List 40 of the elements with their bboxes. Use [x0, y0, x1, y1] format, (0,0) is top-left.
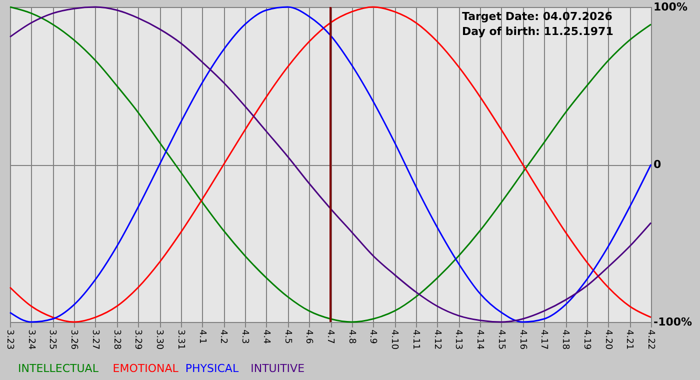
x-tick-label: 4.13 [453, 330, 464, 350]
annotation: Day of birth: 11.25.1971 [462, 25, 614, 38]
x-tick-label: 4.14 [474, 330, 485, 350]
x-tick-label: 3.26 [68, 330, 79, 350]
x-tick-label: 3.30 [154, 330, 164, 350]
x-tick-label: 4.21 [624, 330, 634, 350]
x-tick-label: 3.27 [90, 330, 100, 350]
x-tick-label: 4.9 [368, 330, 378, 344]
x-tick-label: 4.15 [496, 330, 506, 350]
annotation: Target Date: 04.07.2026 [462, 10, 613, 23]
x-tick-label: 4.17 [538, 330, 549, 350]
y-tick-label: 100% [654, 0, 688, 14]
x-tick-label: 4.11 [410, 330, 420, 350]
x-tick-label: 3.28 [111, 330, 122, 350]
x-tick-label: 4.2 [218, 330, 228, 344]
x-tick-label: 4.19 [581, 330, 592, 350]
x-tick-label: 4.18 [560, 330, 570, 350]
x-tick-label: 4.10 [389, 330, 400, 350]
x-tick-label: 4.4 [260, 330, 271, 344]
y-tick-label: -100% [654, 316, 692, 328]
x-tick-label: 3.29 [132, 330, 143, 350]
x-tick-label: 4.3 [240, 330, 250, 344]
x-tick-label: 4.5 [282, 330, 292, 344]
x-tick-label: 4.16 [517, 330, 528, 350]
x-tick-label: 4.12 [432, 330, 442, 350]
x-tick-label: 4.22 [646, 330, 656, 350]
y-tick-label: 0 [654, 158, 662, 171]
text: INTELLECTUAL [18, 362, 100, 375]
x-tick-label: 4.7 [325, 330, 335, 344]
x-tick-label: 4.6 [304, 330, 314, 344]
x-tick-label: 4.20 [602, 330, 613, 350]
text: EMOTIONAL [112, 362, 180, 375]
x-tick-label: 4.8 [346, 330, 356, 344]
text: INTUITIVE [250, 362, 305, 375]
x-tick-label: 3.31 [175, 330, 186, 350]
x-tick-label: 4.1 [196, 330, 207, 344]
text: PHYSICAL [185, 362, 240, 375]
x-tick-label: 3.24 [26, 330, 36, 350]
x-tick-label: 3.23 [4, 330, 14, 350]
x-tick-label: 3.25 [47, 330, 58, 350]
